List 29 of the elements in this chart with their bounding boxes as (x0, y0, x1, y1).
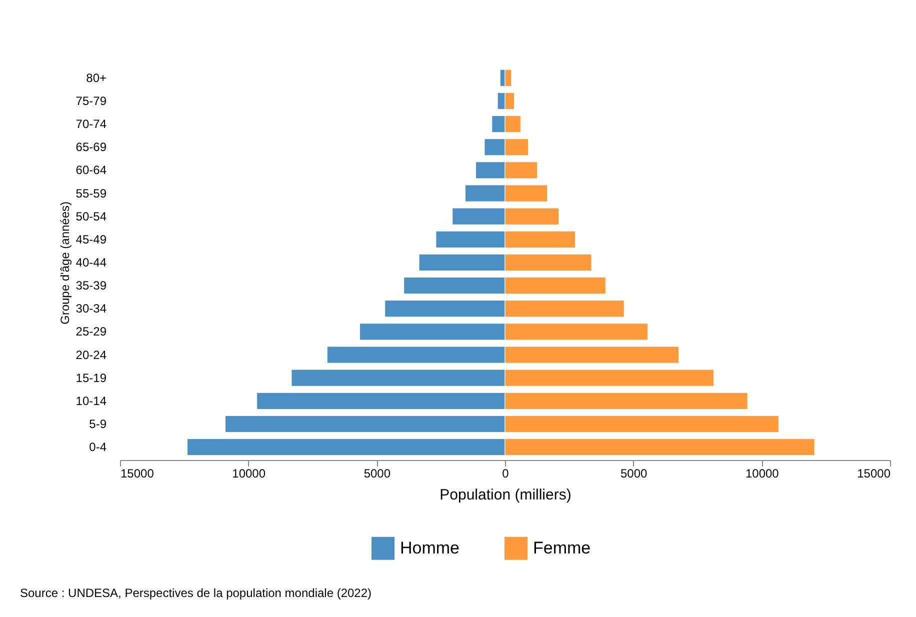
y-tick-label: 75-79 (76, 94, 107, 108)
legend-label: Homme (400, 538, 460, 558)
y-tick-label: 60-64 (76, 163, 107, 178)
y-tick-label: 5-9 (89, 417, 107, 432)
x-tick-label: 10000 (232, 466, 266, 480)
y-tick-label: 30-34 (76, 302, 107, 316)
source-note: Source : UNDESA, Perspectives de la population mondiale (2022) (20, 586, 372, 600)
y-tick-label: 20-24 (76, 348, 107, 362)
y-axis-title: Groupe d'âge (années) (58, 201, 72, 325)
y-tick-label: 65-69 (76, 140, 107, 154)
y-tick-label: 45-49 (76, 232, 107, 246)
y-tick-label: 50-54 (76, 209, 107, 224)
x-tick-label: 15000 (857, 466, 891, 480)
y-tick-label: 10-14 (76, 394, 107, 408)
x-tick-label: 10000 (745, 466, 780, 480)
y-tick-label: 35-39 (76, 278, 107, 293)
x-tick-label: 5000 (620, 466, 648, 480)
x-tick-label: 0 (502, 466, 510, 480)
x-tick-label: 15000 (120, 466, 154, 480)
legend-label: Femme (533, 538, 591, 558)
y-tick-label: 40-44 (76, 256, 107, 270)
y-tick-label: 80+ (86, 70, 106, 85)
y-tick-label: 25-29 (76, 324, 107, 339)
x-axis-title: Population (milliers) (440, 486, 572, 504)
y-tick-label: 15-19 (76, 370, 107, 385)
y-tick-label: 0-4 (89, 440, 107, 454)
y-tick-label: 70-74 (76, 117, 107, 132)
x-tick-label: 5000 (364, 466, 391, 480)
y-tick-label: 55-59 (76, 186, 107, 200)
